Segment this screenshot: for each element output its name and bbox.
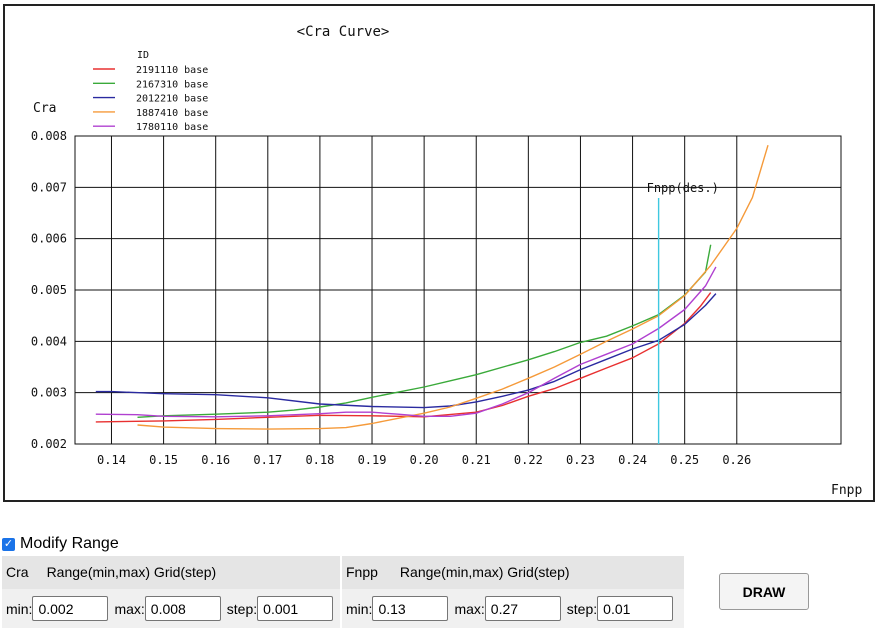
x-tick-label: 0.17 bbox=[253, 453, 282, 467]
series-line-2012210 bbox=[95, 293, 717, 409]
y-tick-label: 0.003 bbox=[31, 386, 67, 400]
series-line-2191110 bbox=[95, 292, 712, 423]
legend-title: ID bbox=[137, 50, 149, 61]
cra-range-header: Cra Range(min,max) Grid(step) bbox=[2, 556, 340, 587]
y-tick-label: 0.006 bbox=[31, 232, 67, 246]
legend: 2191110 base 2167310 base 2012210 base 1887… bbox=[93, 65, 208, 133]
legend-entry: 2191110 base bbox=[136, 65, 208, 76]
x-tick-label: 0.19 bbox=[358, 453, 387, 467]
draw-button[interactable]: DRAW bbox=[719, 573, 809, 610]
chart-area: <Cra Curve> Cra Fnpp ID 0.14 0.15 0.16 0.17… bbox=[3, 4, 875, 502]
legend-entry: 2012210 base bbox=[136, 94, 208, 105]
fnpp-max-input[interactable] bbox=[484, 596, 561, 621]
fnpp-panel-name: Fnpp bbox=[346, 563, 378, 580]
design-point-label: Fnpp(des.) bbox=[647, 181, 719, 195]
fnpp-range-header: Fnpp Range(min,max) Grid(step) bbox=[342, 556, 684, 587]
cra-step-input[interactable] bbox=[257, 596, 334, 621]
y-tick-label: 0.002 bbox=[31, 437, 67, 451]
y-axis-label: Cra bbox=[33, 101, 56, 116]
fnpp-step-input[interactable] bbox=[597, 596, 674, 621]
cra-curve-chart: <Cra Curve> Cra Fnpp ID 0.14 0.15 0.16 0.17… bbox=[31, 24, 863, 498]
checkmark-icon: ✓ bbox=[3, 537, 14, 550]
x-tick-label: 0.15 bbox=[149, 453, 178, 467]
modify-range-toggle[interactable]: ✓ Modify Range bbox=[2, 535, 119, 553]
modify-range-label: Modify Range bbox=[20, 535, 119, 552]
y-tick-label: 0.004 bbox=[31, 334, 67, 348]
cra-max-input[interactable] bbox=[144, 596, 221, 621]
x-tick-label: 0.20 bbox=[410, 453, 439, 467]
series-line-1887410 bbox=[137, 145, 769, 430]
cra-range-panel: Cra Range(min,max) Grid(step) min: max: … bbox=[2, 556, 340, 628]
design-point-marker: Fnpp(des.) bbox=[647, 181, 719, 444]
fnpp-step-label: step: bbox=[566, 600, 598, 617]
y-tick-label: 0.008 bbox=[31, 129, 67, 143]
cra-min-input[interactable] bbox=[32, 596, 109, 621]
x-tick-label: 0.24 bbox=[618, 453, 647, 467]
modify-range-checkbox[interactable]: ✓ bbox=[2, 537, 15, 551]
cra-panel-name: Cra bbox=[6, 563, 29, 580]
x-tick-label: 0.21 bbox=[462, 453, 491, 467]
legend-entry: 1780110 base bbox=[136, 122, 208, 133]
fnpp-min-label: min: bbox=[346, 600, 373, 617]
fnpp-range-inputs: min: max: step: bbox=[342, 589, 684, 628]
x-tick-label: 0.25 bbox=[670, 453, 699, 467]
cra-max-label: max: bbox=[114, 600, 145, 617]
series-line-1780110 bbox=[95, 266, 717, 418]
chart-title: <Cra Curve> bbox=[297, 24, 390, 40]
legend-entry: 1887410 base bbox=[136, 108, 208, 119]
fnpp-panel-header: Range(min,max) Grid(step) bbox=[399, 563, 570, 580]
x-tick-label: 0.16 bbox=[201, 453, 230, 467]
fnpp-min-input[interactable] bbox=[372, 596, 449, 621]
x-tick-label: 0.23 bbox=[566, 453, 595, 467]
x-tick-label: 0.26 bbox=[722, 453, 751, 467]
cra-panel-header: Range(min,max) Grid(step) bbox=[46, 563, 217, 580]
tick-labels: 0.14 0.15 0.16 0.17 0.18 0.19 0.20 0.21 0.22 0.23… bbox=[31, 129, 751, 467]
x-tick-label: 0.14 bbox=[97, 453, 126, 467]
y-tick-label: 0.007 bbox=[31, 180, 67, 194]
x-tick-label: 0.18 bbox=[305, 453, 334, 467]
y-tick-label: 0.005 bbox=[31, 283, 67, 297]
fnpp-max-label: max: bbox=[454, 600, 485, 617]
cra-range-inputs: min: max: step: bbox=[2, 589, 340, 628]
grid bbox=[74, 135, 842, 445]
x-tick-label: 0.22 bbox=[514, 453, 543, 467]
fnpp-range-panel: Fnpp Range(min,max) Grid(step) min: max:… bbox=[342, 556, 684, 628]
x-axis-label: Fnpp bbox=[831, 483, 862, 498]
cra-min-label: min: bbox=[6, 600, 33, 617]
cra-step-label: step: bbox=[226, 600, 258, 617]
legend-entry: 2167310 base bbox=[136, 79, 208, 90]
